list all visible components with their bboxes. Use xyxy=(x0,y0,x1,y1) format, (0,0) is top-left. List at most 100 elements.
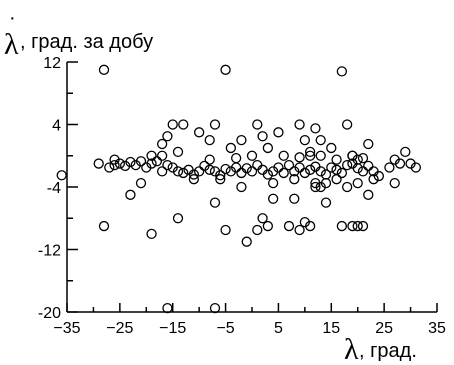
data-point xyxy=(188,169,200,180)
data-point xyxy=(352,163,363,174)
data-point xyxy=(294,152,305,163)
data-point xyxy=(236,181,247,193)
data-point xyxy=(125,189,136,200)
data-point xyxy=(304,164,316,175)
data-point xyxy=(125,156,136,168)
data-point xyxy=(220,163,231,175)
data-point xyxy=(310,177,321,189)
data-point xyxy=(135,156,147,167)
data-point xyxy=(289,174,300,185)
data-point xyxy=(347,220,358,232)
data-point xyxy=(135,177,147,189)
data-point xyxy=(357,152,369,164)
data-point xyxy=(384,162,395,173)
data-point xyxy=(273,127,284,138)
data-point xyxy=(246,150,258,161)
data-point xyxy=(167,119,178,130)
x-tick-label: 25 xyxy=(375,320,393,337)
data-point xyxy=(241,236,252,247)
y-axis-label-text: , град. за добу xyxy=(20,31,153,53)
data-point xyxy=(204,154,215,165)
data-point xyxy=(225,142,237,154)
data-point xyxy=(204,164,215,175)
data-point xyxy=(363,138,374,150)
data-point xyxy=(98,220,110,232)
x-axis-ticks: −35 −25 −15 −5 5 15 25 35 xyxy=(53,303,446,337)
data-point xyxy=(257,164,268,175)
data-point xyxy=(299,167,311,179)
data-point xyxy=(357,166,369,177)
data-point xyxy=(183,164,194,175)
data-point xyxy=(315,134,326,146)
data-point xyxy=(246,166,258,177)
data-point xyxy=(331,154,342,165)
data-point xyxy=(252,119,263,130)
data-point xyxy=(278,167,289,179)
data-point xyxy=(320,197,332,208)
data-point xyxy=(262,220,274,232)
data-point xyxy=(178,119,189,130)
y-tick-label: -20 xyxy=(38,305,61,322)
x-tick-label: −35 xyxy=(53,320,80,337)
data-point xyxy=(278,150,289,161)
data-point xyxy=(273,162,284,173)
x-tick-label: −5 xyxy=(216,320,234,337)
data-point xyxy=(172,146,184,157)
data-point xyxy=(93,158,104,169)
data-point xyxy=(262,142,274,154)
data-point xyxy=(320,177,332,189)
data-points xyxy=(56,64,422,314)
data-point xyxy=(331,174,342,185)
data-point xyxy=(178,167,189,179)
data-point xyxy=(220,64,231,75)
data-point xyxy=(283,220,295,232)
data-point xyxy=(146,158,157,169)
data-point xyxy=(341,119,353,130)
data-point xyxy=(209,302,221,314)
data-point xyxy=(267,177,279,189)
data-point xyxy=(326,142,337,154)
data-point xyxy=(373,170,385,182)
data-point xyxy=(341,159,353,171)
data-point xyxy=(400,146,411,157)
data-point xyxy=(98,64,110,75)
data-point xyxy=(352,177,363,189)
data-point xyxy=(204,134,215,146)
data-point xyxy=(262,169,274,180)
data-point xyxy=(220,224,231,236)
data-point xyxy=(352,220,363,232)
y-tick-label: 12 xyxy=(43,55,61,72)
data-point xyxy=(363,189,374,200)
x-axis-label-text: , град. xyxy=(359,340,417,362)
data-point xyxy=(230,152,242,164)
data-point xyxy=(341,181,353,193)
data-point xyxy=(336,66,348,77)
x-tick-label: −15 xyxy=(159,320,186,337)
data-point xyxy=(310,161,321,172)
data-point xyxy=(172,166,184,177)
y-axis-ticks: -20 -12 -4 4 12 xyxy=(38,55,78,322)
y-axis-title: λ · , град. за добу xyxy=(4,7,153,61)
data-point xyxy=(283,159,295,171)
data-point xyxy=(156,166,168,177)
data-point xyxy=(215,174,226,185)
data-point xyxy=(146,228,157,240)
data-point xyxy=(289,193,300,204)
data-point xyxy=(104,162,115,173)
data-point xyxy=(146,150,157,161)
data-point xyxy=(257,131,268,142)
data-point xyxy=(294,119,305,130)
data-point xyxy=(336,220,348,232)
data-point xyxy=(336,167,348,179)
data-point xyxy=(267,193,279,204)
data-point xyxy=(172,213,184,224)
data-point xyxy=(252,224,263,236)
y-axis-symbol: λ xyxy=(4,28,19,61)
data-point xyxy=(109,154,120,165)
data-point xyxy=(109,159,120,171)
data-point xyxy=(299,134,311,146)
data-point xyxy=(315,166,326,177)
data-point xyxy=(410,162,422,173)
data-point xyxy=(236,134,247,146)
y-tick-label: -12 xyxy=(38,243,61,260)
